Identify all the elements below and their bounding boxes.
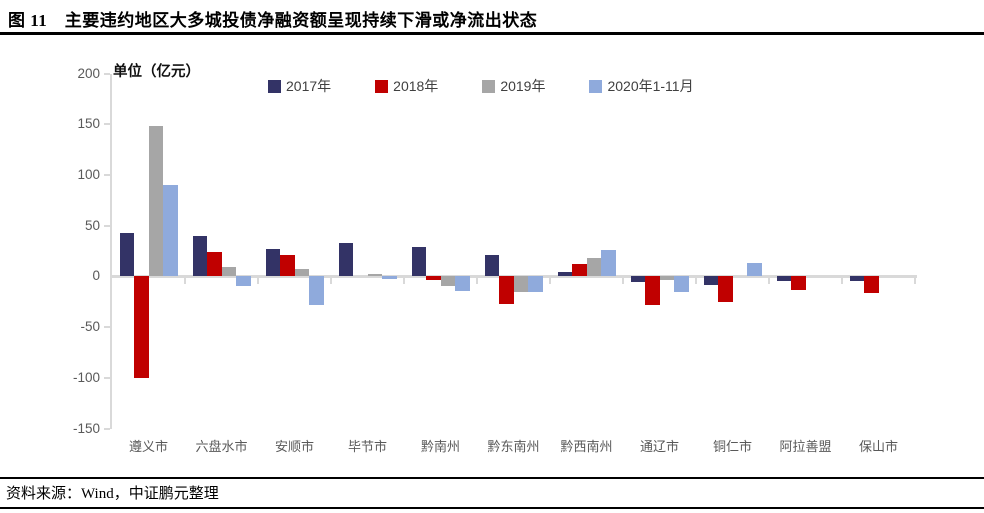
figure-title: 图 11 主要违约地区大多城投债净融资额呈现持续下滑或净流出状态: [8, 11, 538, 30]
legend-label: 2018年: [393, 78, 439, 94]
x-axis-tick: [695, 278, 697, 285]
axis-unit-label: 单位（亿元）: [113, 64, 200, 80]
y-axis-tick: [104, 326, 110, 329]
x-axis-category-label: 六盘水市: [195, 439, 248, 454]
y-axis-tick: [104, 427, 110, 430]
x-axis-tick: [549, 278, 551, 285]
bar-2018年-通辽市: [645, 276, 660, 305]
bar-2018年-铜仁市: [718, 276, 733, 302]
x-axis-tick: [841, 278, 843, 285]
legend-swatch-icon: [375, 79, 389, 93]
legend-swatch-icon: [589, 79, 603, 93]
bar-2018年-黔南州: [426, 276, 441, 281]
y-axis-tick-label: -100: [72, 369, 100, 385]
x-axis-category-label: 安顺市: [274, 439, 314, 454]
x-axis-tick: [184, 278, 186, 285]
y-axis-tick: [104, 224, 110, 227]
legend-item: 2019年: [482, 76, 545, 96]
bar-2020年1-11月-铜仁市: [747, 263, 762, 277]
bar-2018年-黔东南州: [499, 276, 514, 304]
y-axis-tick-label: -150: [72, 420, 100, 436]
bar-2019年-遵义市: [148, 126, 163, 277]
bar-2017年-保山市: [849, 276, 864, 282]
bar-2018年-黔西南州: [572, 264, 587, 277]
bar-2019年-毕节市: [367, 274, 382, 277]
footer-divider-top: [0, 477, 984, 479]
x-axis-tick: [914, 278, 916, 285]
x-axis-category-label: 阿拉善盟: [779, 439, 832, 454]
bar-2017年-黔东南州: [484, 255, 499, 277]
bar-2017年-铜仁市: [703, 276, 718, 286]
bar-2017年-安顺市: [265, 248, 280, 277]
bar-2019年-六盘水市: [221, 267, 236, 277]
legend-item: 2018年: [375, 76, 438, 96]
y-axis-line: [110, 73, 112, 429]
bar-2018年-安顺市: [280, 255, 295, 277]
x-axis-tick: [330, 278, 332, 285]
y-axis-tick: [104, 376, 110, 379]
bar-2018年-保山市: [864, 276, 879, 293]
y-axis-tick-label: 50: [84, 217, 100, 233]
bar-2017年-通辽市: [630, 276, 645, 283]
y-axis-tick-label: 200: [77, 65, 100, 81]
x-axis-tick: [403, 278, 405, 285]
bar-2017年-六盘水市: [192, 235, 207, 277]
y-axis-tick-label: 100: [77, 166, 100, 182]
x-axis-tick: [476, 278, 478, 285]
bar-2017年-黔西南州: [557, 272, 572, 277]
bar-2017年-遵义市: [119, 232, 134, 277]
x-axis-tick: [768, 278, 770, 285]
x-axis-tick: [622, 278, 624, 285]
x-axis-category-label: 铜仁市: [712, 439, 752, 454]
x-axis-tick: [257, 278, 259, 285]
y-axis-tick-label: 0: [92, 268, 100, 284]
legend-item: 2017年: [268, 76, 331, 96]
x-axis-category-label: 黔西南州: [560, 439, 613, 454]
legend-item: 2020年1-11月: [589, 76, 694, 96]
bar-2019年-黔东南州: [513, 276, 528, 292]
bar-2017年-阿拉善盟: [776, 276, 791, 282]
bar-2018年-遵义市: [134, 276, 149, 378]
x-axis-category-label: 黔东南州: [487, 439, 540, 454]
bar-2019年-黔南州: [440, 276, 455, 287]
chart-legend: 2017年 2018年 2019年 2020年1-11月: [268, 76, 694, 96]
y-axis-tick-label: -50: [80, 319, 100, 335]
legend-label: 2017年: [286, 78, 332, 94]
bar-2020年1-11月-安顺市: [309, 276, 324, 305]
bar-2020年1-11月-六盘水市: [236, 276, 251, 287]
legend-swatch-icon: [268, 79, 281, 93]
bar-2020年1-11月-黔东南州: [528, 276, 543, 292]
x-axis-category-label: 保山市: [858, 439, 898, 454]
y-axis-tick: [104, 123, 110, 126]
source-note: 资料来源：Wind，中证鹏元整理: [6, 486, 219, 502]
legend-label: 2020年1-11月: [607, 78, 694, 94]
bar-2018年-阿拉善盟: [791, 276, 806, 290]
x-axis-category-label: 毕节市: [347, 439, 387, 454]
x-axis-category-label: 遵义市: [128, 439, 168, 454]
bar-2017年-毕节市: [338, 242, 353, 277]
bar-2020年1-11月-黔南州: [455, 276, 470, 291]
x-axis-category-label: 黔南州: [420, 439, 460, 454]
footer-divider-bottom: [0, 507, 984, 509]
y-axis-tick: [104, 72, 110, 75]
bar-2019年-通辽市: [659, 276, 674, 281]
title-divider: [0, 32, 984, 35]
bar-2017年-黔南州: [411, 246, 426, 277]
bar-2018年-六盘水市: [207, 252, 222, 277]
bar-2020年1-11月-黔西南州: [601, 249, 616, 277]
bar-2019年-安顺市: [294, 269, 309, 277]
y-axis-tick-label: 150: [77, 116, 100, 132]
bar-2019年-黔西南州: [586, 258, 601, 277]
y-axis-tick: [104, 173, 110, 176]
x-axis-category-label: 通辽市: [639, 439, 679, 454]
bar-2020年1-11月-通辽市: [674, 276, 689, 292]
bar-2020年1-11月-遵义市: [163, 185, 178, 277]
legend-label: 2019年: [500, 78, 546, 94]
bar-2020年1-11月-毕节市: [382, 276, 397, 280]
legend-swatch-icon: [482, 79, 496, 93]
